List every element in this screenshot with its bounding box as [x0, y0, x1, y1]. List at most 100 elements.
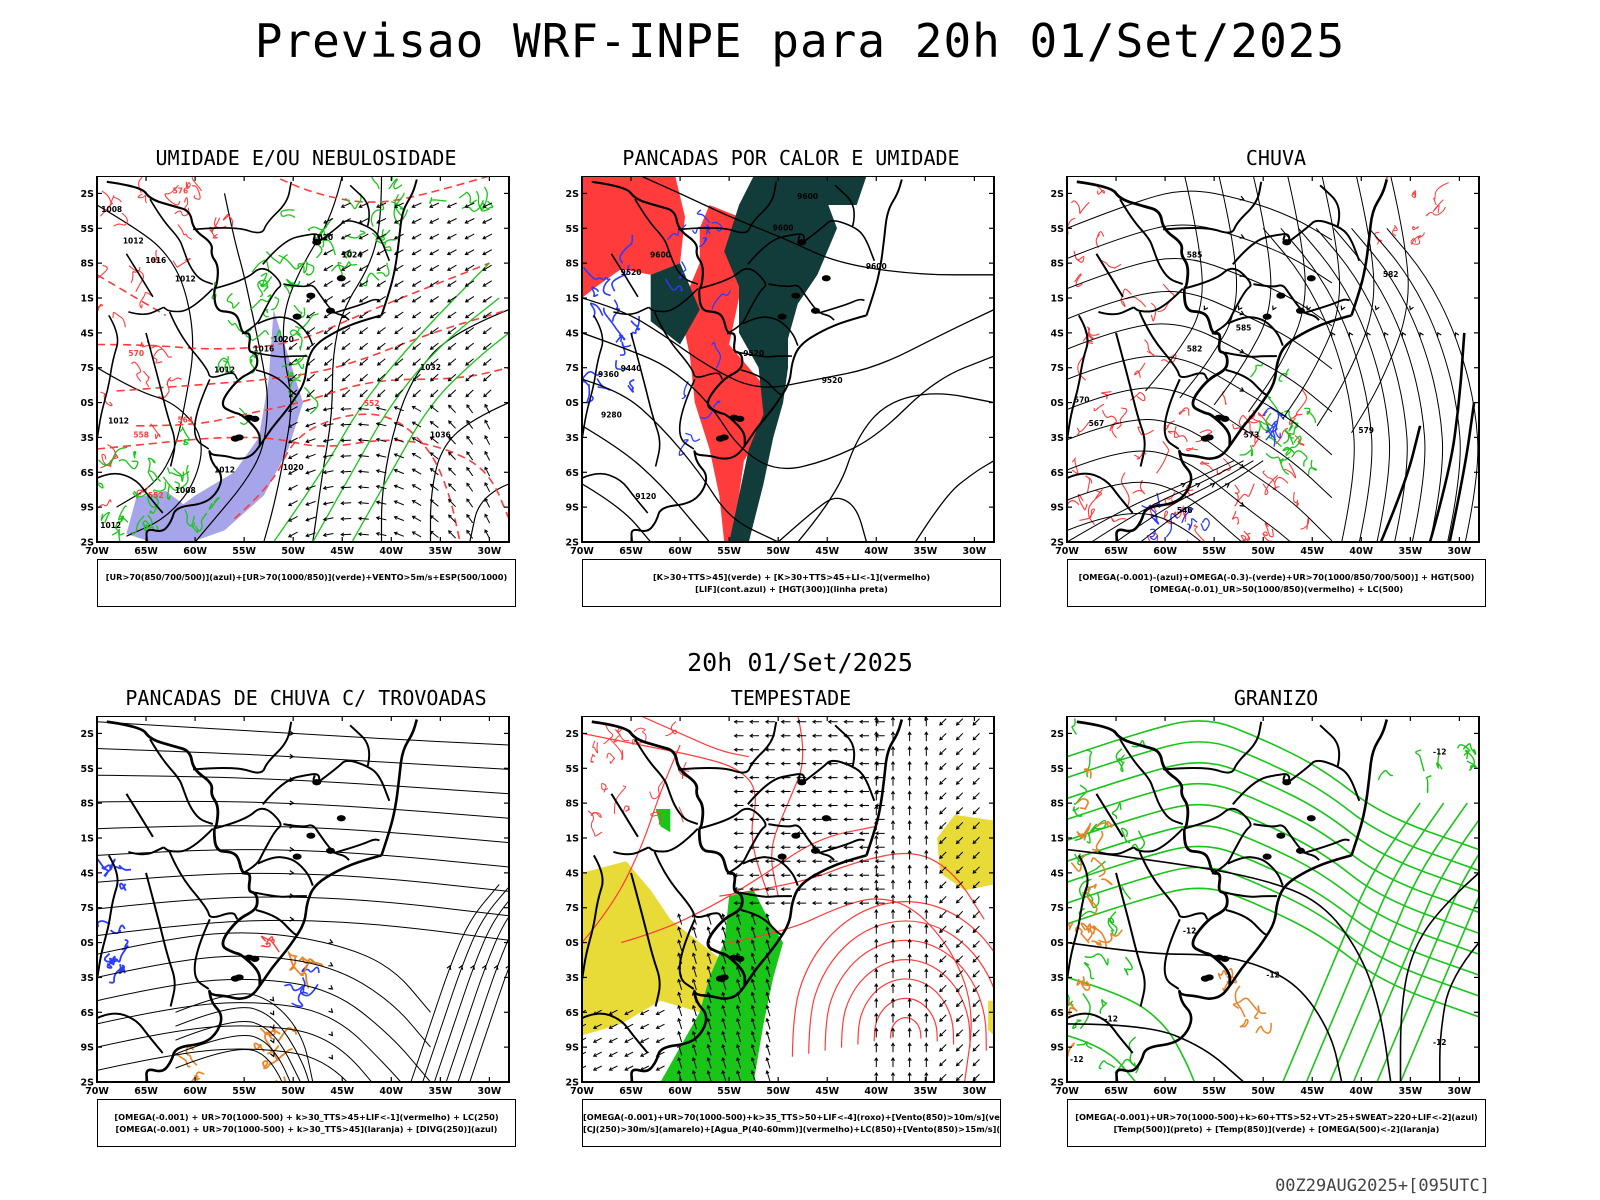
lon-tick-label: 50W	[766, 1086, 790, 1096]
rain-green-contour	[1291, 450, 1308, 467]
lon-tick-label: 65W	[1104, 546, 1128, 556]
streamline	[1262, 227, 1355, 542]
water-red-contour	[633, 727, 647, 744]
humidity-green-contour	[145, 524, 159, 532]
wind-vector	[955, 984, 964, 993]
rain-blue-contour	[1275, 413, 1285, 426]
rain-red-contour	[1264, 522, 1274, 538]
state-border	[613, 306, 650, 316]
humidity-green-contour	[166, 467, 190, 477]
humidity-green-contour	[266, 251, 288, 264]
temp850-green-contour	[1425, 775, 1432, 794]
wind-vector	[796, 817, 807, 822]
streamline-arrow	[1239, 348, 1245, 354]
legend-granizo: [OMEGA(-0.001)+UR>70(1000-500)+k>60+TTS>…	[1067, 1099, 1486, 1147]
state-border	[96, 1012, 164, 1054]
lat-tick-label: 15S	[1050, 764, 1064, 775]
lat-tick-label: 18S	[565, 259, 579, 270]
wind-vector	[677, 1030, 683, 1043]
wind-vector	[446, 218, 457, 224]
humidity-green-contour	[297, 262, 308, 274]
coastline	[1350, 179, 1389, 316]
divergence-blue-contour	[108, 955, 118, 964]
rain-red-contour	[1085, 475, 1093, 493]
wind-vector	[955, 1029, 964, 1037]
state-border	[125, 793, 154, 838]
wind-vector	[341, 327, 351, 335]
lat-tick-label: 21S	[565, 294, 579, 305]
wind-vector	[482, 280, 492, 287]
country-border	[591, 720, 747, 986]
wind-vector	[484, 435, 491, 446]
wind-vector	[323, 249, 334, 256]
lat-tick-label: 15S	[1050, 224, 1064, 235]
lat-tick-label: 36S	[80, 1008, 94, 1019]
lat-tick-label: 39S	[565, 1043, 579, 1054]
temp850-green-contour	[1329, 802, 1468, 1082]
hgt300-contour	[640, 176, 994, 276]
wind-vector	[811, 719, 822, 724]
wind-vector	[323, 264, 334, 271]
lif-contour	[603, 307, 623, 343]
wind-vector	[287, 437, 298, 444]
rain-red-contour	[1186, 447, 1198, 452]
wind-vector	[358, 311, 369, 319]
wind-vector	[939, 718, 947, 726]
legend-chuva: [OMEGA(-0.001)-(azul)+OMEGA(-0.3)-(verde…	[1067, 559, 1486, 607]
rain-red-contour	[1144, 339, 1155, 356]
wind-vector	[907, 879, 912, 890]
lat-tick-label: 24S	[565, 328, 579, 339]
wind-vector	[874, 1057, 879, 1067]
wind-vector	[340, 249, 351, 256]
wind-vector	[939, 807, 947, 815]
streamline	[1298, 227, 1391, 542]
omega-orange-contour	[1090, 857, 1106, 878]
lat-tick-label: 33S	[565, 973, 579, 984]
wind-vector	[448, 483, 456, 492]
streamline-arrow	[1401, 331, 1407, 337]
lif-contour	[611, 264, 630, 292]
omega-orange-contour	[1067, 1007, 1077, 1016]
panel-title: PANCADAS DE CHUVA C/ TROVOADAS	[125, 686, 487, 710]
wind-vector	[465, 373, 474, 382]
wind-vector	[429, 218, 440, 224]
humidity-green-contour	[286, 278, 301, 286]
lif-contour	[678, 439, 689, 456]
wind-vector	[655, 1037, 665, 1043]
lake	[325, 307, 335, 314]
state-border	[1066, 854, 1089, 980]
temp850-green-contour	[1071, 718, 1077, 735]
wind-vector	[394, 295, 404, 303]
rain-red-contour	[1178, 407, 1190, 416]
wind-vector	[721, 1043, 727, 1056]
humidity-green-contour	[331, 261, 358, 272]
wind-vector	[780, 803, 791, 808]
legend-umidade: [UR>70(850/700/500)](azul)+[UR>70(1000/8…	[97, 559, 516, 607]
humidity-green-contour	[345, 230, 366, 239]
temp500-contour	[1067, 848, 1392, 1082]
contour-label: 552	[364, 399, 380, 408]
rain-red-contour	[1272, 476, 1289, 491]
wind-vector	[811, 900, 822, 906]
state-border	[581, 472, 649, 514]
wind-vector	[624, 1051, 634, 1057]
humidity-green-contour	[258, 276, 273, 288]
wind-vector	[733, 775, 744, 780]
wind-vector	[733, 733, 744, 738]
wind-vector	[340, 233, 351, 240]
state-border	[653, 311, 724, 380]
wind-vector	[907, 1027, 912, 1038]
state-border	[834, 724, 856, 767]
wind-vector	[305, 438, 316, 444]
map-frame	[581, 716, 995, 1083]
wind-vector	[582, 1051, 587, 1055]
wind-vector	[639, 1023, 650, 1029]
wind-vector	[955, 747, 964, 756]
rain-red-contour	[1077, 494, 1088, 511]
wind-vector	[482, 264, 492, 271]
wind-vector	[357, 422, 369, 427]
streamline	[457, 936, 509, 1082]
streamline	[175, 1021, 301, 1082]
state-border	[1224, 891, 1277, 898]
